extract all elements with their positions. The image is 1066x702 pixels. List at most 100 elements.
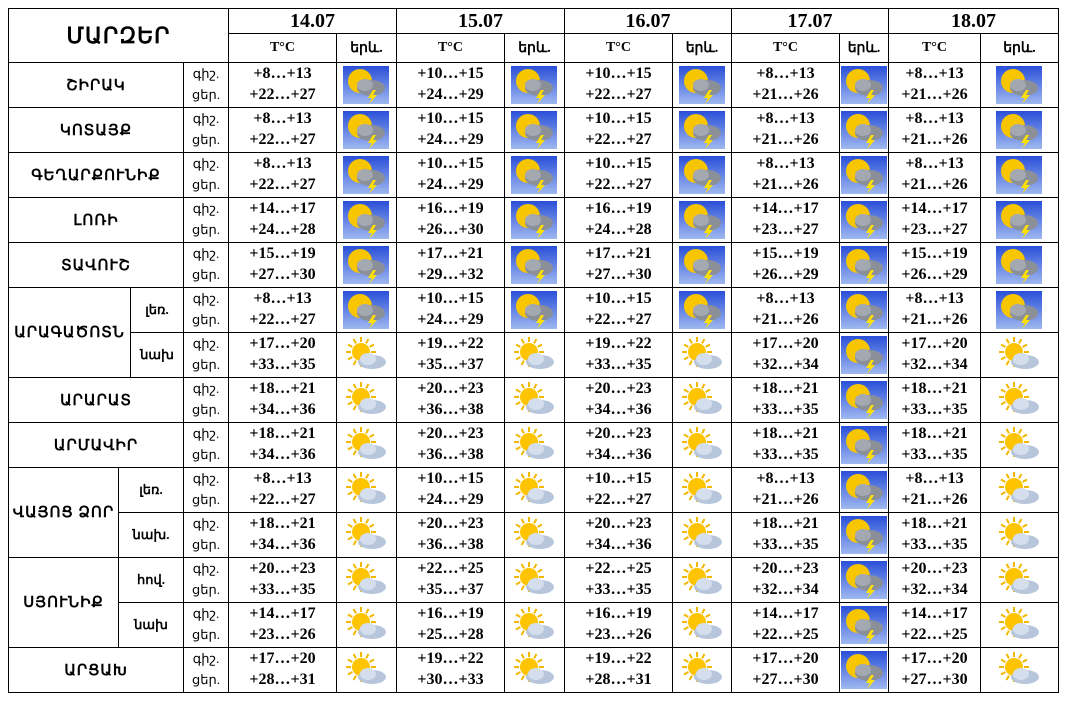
storm-icon: [343, 290, 389, 329]
storm-icon: [996, 245, 1042, 284]
storm-icon: [511, 245, 557, 284]
temp-cell: +8…+13 +21…+26: [731, 152, 840, 198]
day-label: ցեր.: [192, 87, 220, 102]
day-label: ցեր.: [192, 267, 220, 282]
temp-cell: +10…+15 +24…+29: [396, 62, 505, 108]
storm-icon: [343, 200, 389, 239]
night-temp: +20…+23: [585, 380, 652, 397]
night-temp: +8…+13: [253, 470, 312, 487]
sun-cloud-icon: [346, 426, 386, 459]
sun-cloud-icon: [681, 651, 722, 684]
temp-cell: +10…+15 +22…+27: [564, 107, 673, 153]
night-temp: +19…+22: [417, 650, 484, 667]
night-temp: +17…+20: [901, 335, 968, 352]
day-temp: +21…+26: [901, 491, 968, 508]
temp-cell: +15…+19 +26…+29: [731, 242, 840, 288]
night-temp: +20…+23: [585, 515, 652, 532]
day-temp: +34…+36: [249, 446, 316, 463]
temp-cell: +18…+21 +33…+35: [731, 422, 840, 468]
sun-cloud-icon: [999, 381, 1039, 414]
night-temp: +18…+21: [901, 425, 968, 442]
night-label: գիշ.: [192, 246, 220, 261]
night-temp: +10…+15: [417, 155, 484, 172]
temp-cell: +20…+23 +34…+36: [564, 422, 673, 468]
temp-cell: +8…+13 +22…+27: [228, 62, 337, 108]
sun-cloud-icon: [999, 516, 1039, 549]
temp-cell: +16…+19 +26…+30: [396, 197, 505, 243]
night-temp: +8…+13: [253, 110, 312, 127]
storm-icon: [840, 470, 887, 509]
temp-cell: +18…+21 +34…+36: [228, 512, 337, 558]
storm-icon: [840, 425, 887, 464]
temp-cell: +17…+20 +27…+30: [731, 647, 840, 693]
day-temp: +36…+38: [417, 401, 484, 418]
day-temp: +33…+35: [752, 401, 819, 418]
day-temp: +24…+29: [417, 131, 484, 148]
night-label: գիշ.: [192, 291, 220, 306]
temp-cell: +22…+25 +35…+37: [396, 557, 505, 603]
temp-cell: +18…+21 +34…+36: [228, 422, 337, 468]
night-temp: +20…+23: [417, 425, 484, 442]
day-temp: +23…+26: [585, 626, 652, 643]
night-temp: +17…+20: [249, 335, 316, 352]
night-temp: +8…+13: [905, 470, 964, 487]
day-temp: +22…+27: [249, 86, 316, 103]
night-temp: +19…+22: [417, 335, 484, 352]
night-temp: +18…+21: [249, 515, 316, 532]
day-temp: +21…+26: [901, 176, 968, 193]
night-temp: +8…+13: [756, 290, 815, 307]
period-labels: գիշ. ցեր.: [183, 197, 229, 243]
night-temp: +10…+15: [585, 110, 652, 127]
temp-cell: +20…+23 +34…+36: [564, 512, 673, 558]
storm-icon: [343, 155, 389, 194]
temp-header: T°C: [228, 33, 337, 63]
sun-cloud-icon: [514, 426, 554, 459]
storm-icon: [343, 245, 389, 284]
day-temp: +23…+27: [752, 221, 819, 238]
day-temp: +30…+33: [417, 671, 484, 688]
temp-cell: +8…+13 +21…+26: [888, 287, 981, 333]
day-temp: +24…+29: [417, 86, 484, 103]
night-temp: +22…+25: [585, 560, 652, 577]
temp-cell: +8…+13 +21…+26: [888, 62, 981, 108]
temp-cell: +16…+19 +24…+28: [564, 197, 673, 243]
temp-cell: +14…+17 +22…+25: [731, 602, 840, 648]
region-name: ԳԵՂԱՐՔՈՒՆԻՔ: [8, 152, 184, 198]
day-temp: +32…+34: [901, 581, 968, 598]
temp-cell: +17…+21 +27…+30: [564, 242, 673, 288]
region-name: ՇԻՐԱԿ: [8, 62, 184, 108]
day-temp: +24…+29: [417, 176, 484, 193]
sun-cloud-icon: [681, 426, 722, 459]
sun-cloud-icon: [514, 381, 554, 414]
date: 17.07: [731, 8, 889, 34]
region-name: ԱՐԱՐԱՏ: [8, 377, 184, 423]
night-temp: +14…+17: [901, 200, 968, 217]
storm-icon: [511, 200, 557, 239]
sub-region: նախ: [130, 332, 184, 378]
storm-icon: [840, 380, 887, 419]
sub-region: լեռ.: [118, 467, 184, 513]
storm-icon: [996, 110, 1042, 149]
sub-region: հով.: [118, 557, 184, 603]
day-temp: +34…+36: [249, 536, 316, 553]
sun-cloud-icon: [514, 471, 554, 504]
temp-cell: +10…+15 +24…+29: [396, 152, 505, 198]
sun-cloud-icon: [346, 606, 386, 639]
sun-cloud-icon: [346, 561, 386, 594]
temp-cell: +17…+20 +32…+34: [888, 332, 981, 378]
sun-cloud-icon: [999, 336, 1039, 369]
day-temp: +22…+27: [249, 311, 316, 328]
day-temp: +22…+25: [901, 626, 968, 643]
night-temp: +8…+13: [905, 290, 964, 307]
temp-cell: +14…+17 +24…+28: [228, 197, 337, 243]
day-temp: +28…+31: [585, 671, 652, 688]
storm-icon: [678, 110, 725, 149]
sun-cloud-icon: [514, 606, 554, 639]
temp-cell: +15…+19 +27…+30: [228, 242, 337, 288]
day-temp: +32…+34: [752, 581, 819, 598]
night-temp: +8…+13: [756, 470, 815, 487]
sun-cloud-icon: [999, 471, 1039, 504]
storm-icon: [511, 65, 557, 104]
night-label: գիշ.: [192, 201, 220, 216]
sun-cloud-icon: [681, 381, 722, 414]
